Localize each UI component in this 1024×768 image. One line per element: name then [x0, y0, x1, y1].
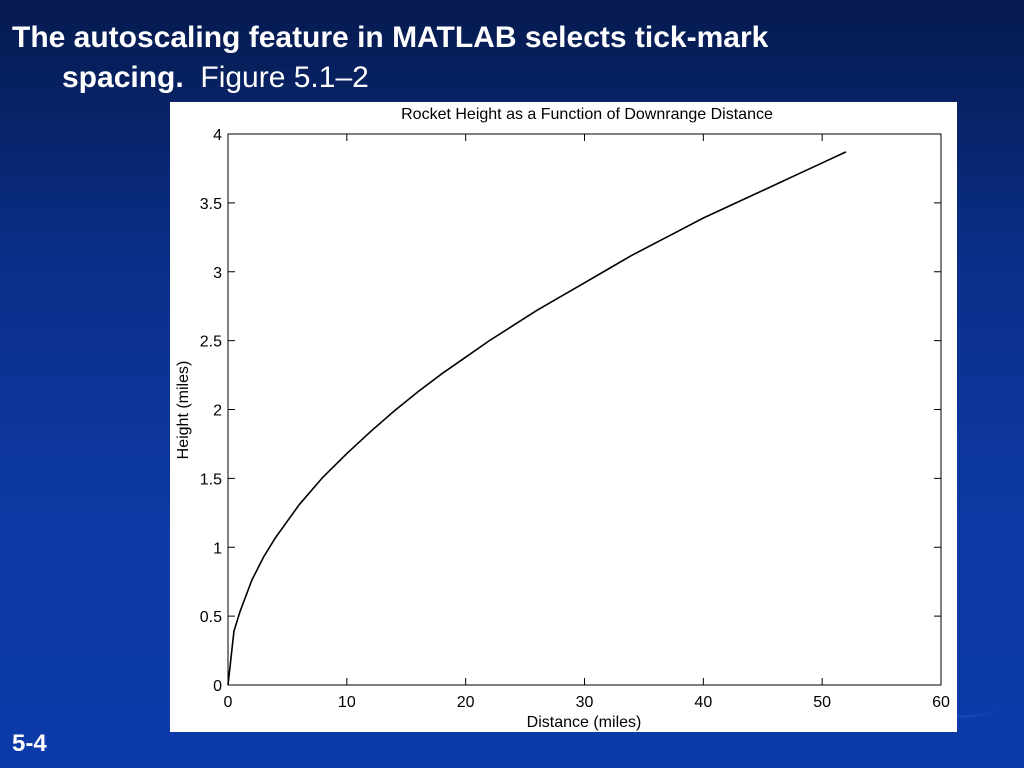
- y-tick-label: 1.5: [200, 471, 222, 488]
- series-line-rocket-height: [227, 151, 847, 686]
- y-tick-label: 3.5: [200, 196, 222, 213]
- y-tick-label: 3: [213, 265, 222, 282]
- chart-title: Rocket Height as a Function of Downrange…: [401, 106, 773, 123]
- x-tick-label: 20: [457, 694, 475, 711]
- figure-reference: Figure 5.1–2: [200, 61, 369, 94]
- slide-title: The autoscaling feature in MATLAB select…: [12, 18, 1002, 98]
- x-tick-label: 40: [694, 694, 712, 711]
- y-tick-label: 2.5: [200, 334, 222, 351]
- y-tick-label: 4: [213, 127, 222, 144]
- x-tick-label: 60: [932, 694, 950, 711]
- axis-tick-labels: 0 10 20 30 40 50 60 0 0.5 1 1.5 2 2.5 3 3.5 4: [200, 127, 950, 711]
- x-tick-label: 10: [338, 694, 356, 711]
- y-tick-label: 2: [213, 403, 222, 420]
- x-tick-label: 50: [813, 694, 831, 711]
- chart: Rocket Height as a Function of Downrange…: [175, 106, 950, 731]
- slide-number: 5-4: [12, 730, 47, 757]
- x-tick-label: 0: [224, 694, 233, 711]
- y-tick-label: 0: [213, 678, 222, 695]
- y-tick-label: 1: [213, 540, 222, 557]
- slide-title-bold: spacing.: [62, 61, 184, 94]
- slide-title-line1: The autoscaling feature in MATLAB select…: [12, 21, 769, 54]
- y-axis-label: Height (miles): [175, 361, 192, 460]
- plot-area: [227, 133, 942, 686]
- x-tick-label: 30: [576, 694, 594, 711]
- x-axis-label: Distance (miles): [527, 714, 642, 731]
- y-tick-label: 0.5: [200, 609, 222, 626]
- figure-panel: Rocket Height as a Function of Downrange…: [170, 102, 957, 732]
- slide-title-line2: spacing. Figure 5.1–2: [12, 58, 1002, 98]
- axis-ticks: [227, 133, 942, 686]
